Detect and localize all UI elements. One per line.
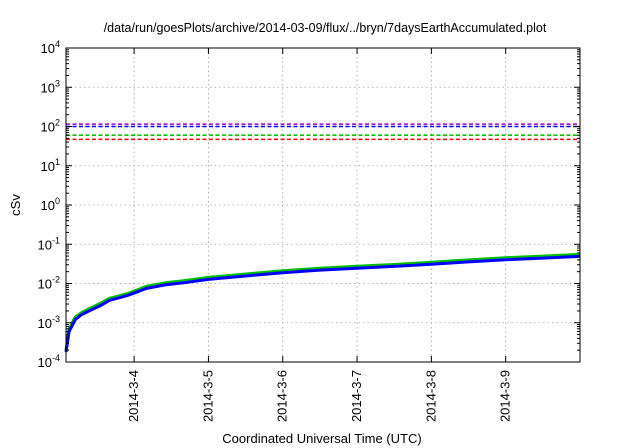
series-line (64, 254, 581, 353)
threshold-lines (66, 123, 580, 141)
x-tick-label: 2014-3-8 (423, 370, 438, 422)
x-axis: 2014-3-4 2014-3-5 2014-3-6 2014-3-7 2014-3-8… (126, 48, 513, 422)
y-axis: 10-4 10-3 10-2 10-1 100 101 102 103 104 (38, 39, 580, 370)
y-tick-label: 104 (41, 39, 60, 56)
y-tick-label: 10-4 (38, 353, 60, 370)
y-tick-label: 103 (41, 78, 60, 95)
x-tick-label: 2014-3-9 (498, 370, 513, 422)
y-tick-label: 10-1 (38, 235, 60, 252)
x-tick-label: 2014-3-4 (126, 370, 141, 422)
series-line (64, 252, 581, 351)
series-group (64, 252, 581, 353)
y-tick-label: 100 (41, 196, 60, 213)
y-tick-label: 10-2 (38, 275, 60, 292)
y-axis-label: cSv (8, 194, 23, 216)
x-tick-label: 2014-3-5 (200, 370, 215, 422)
x-tick-label: 2014-3-7 (349, 370, 364, 422)
y-tick-label: 10-3 (38, 314, 60, 331)
y-tick-label: 101 (41, 157, 60, 174)
chart-title: /data/run/goesPlots/archive/2014-03-09/f… (104, 21, 547, 35)
x-tick-label: 2014-3-6 (275, 370, 290, 422)
x-axis-label: Coordinated Universal Time (UTC) (222, 431, 421, 446)
y-tick-label: 102 (41, 118, 60, 135)
